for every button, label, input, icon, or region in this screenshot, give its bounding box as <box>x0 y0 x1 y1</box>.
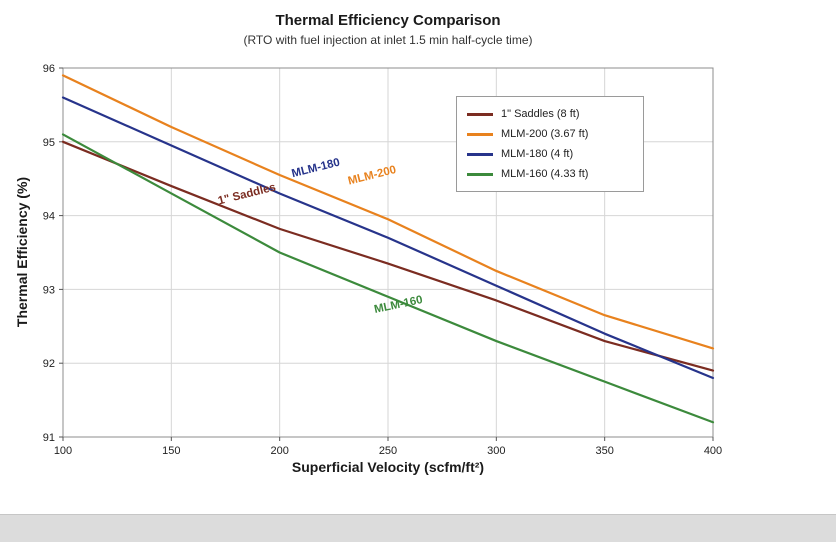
x-tick-label: 150 <box>162 445 180 457</box>
legend-item: MLM-200 (3.67 ft) <box>467 124 633 144</box>
legend-label: 1" Saddles (8 ft) <box>501 108 580 120</box>
legend-item: 1" Saddles (8 ft) <box>467 104 633 124</box>
y-tick-label: 93 <box>43 284 55 296</box>
legend-swatch <box>467 172 493 176</box>
x-tick-label: 200 <box>270 445 288 457</box>
x-tick-label: 100 <box>54 445 72 457</box>
bottom-strip <box>0 514 836 542</box>
y-tick-label: 96 <box>43 63 55 75</box>
legend-item: MLM-180 (4 ft) <box>467 144 633 164</box>
series-line-1-saddles-8-ft- <box>61 140 715 372</box>
y-tick-label: 95 <box>43 137 55 149</box>
x-axis-label: Superficial Velocity (scfm/ft²) <box>291 459 485 475</box>
chart-subtitle: (RTO with fuel injection at inlet 1.5 mi… <box>243 33 533 47</box>
series-line-mlm-180-4-ft- <box>61 96 715 380</box>
legend-item: MLM-160 (4.33 ft) <box>467 164 633 184</box>
legend-swatch <box>467 152 493 156</box>
x-tick-label: 300 <box>487 445 505 457</box>
legend-label: MLM-160 (4.33 ft) <box>501 168 589 180</box>
legend-swatch <box>467 112 493 116</box>
legend: 1" Saddles (8 ft) MLM-200 (3.67 ft) MLM-18… <box>456 96 644 192</box>
chart-title: Thermal Efficiency Comparison <box>275 12 501 29</box>
y-tick-label: 91 <box>43 432 55 444</box>
series-line-mlm-160-4-33-ft- <box>61 133 715 424</box>
y-tick-label: 92 <box>43 358 55 370</box>
legend-label: MLM-200 (3.67 ft) <box>501 128 589 140</box>
x-tick-label: 350 <box>595 445 613 457</box>
x-tick-label: 400 <box>704 445 722 457</box>
legend-label: MLM-180 (4 ft) <box>501 148 574 160</box>
x-tick-label: 250 <box>379 445 397 457</box>
y-tick-label: 94 <box>43 211 55 223</box>
legend-swatch <box>467 132 493 136</box>
series-line-mlm-200-3-67-ft- <box>61 74 715 350</box>
